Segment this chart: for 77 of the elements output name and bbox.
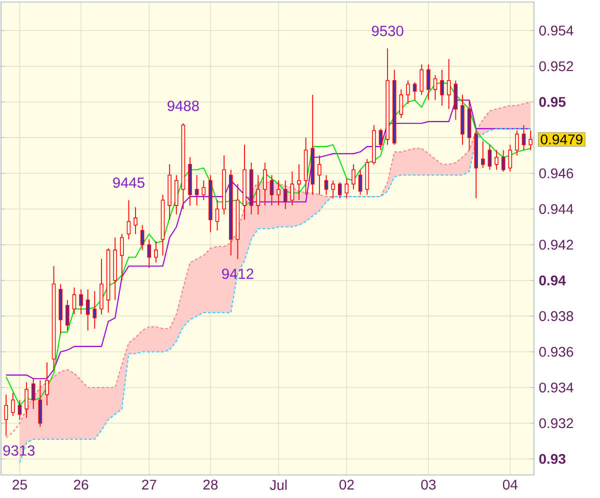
x-tick-label: 26: [74, 480, 88, 490]
candlestick: [24, 382, 28, 418]
candlestick: [140, 224, 144, 251]
y-tick-label: 0.93: [539, 454, 566, 464]
candlestick: [276, 180, 280, 206]
candlestick: [318, 155, 322, 196]
candlestick: [66, 300, 70, 331]
x-tick-label: 04: [502, 480, 518, 490]
annotation: 9488: [168, 100, 199, 112]
x-tick-label: Jul: [270, 480, 287, 490]
candlestick: [433, 74, 438, 101]
candlestick: [194, 174, 199, 206]
candlestick: [412, 82, 417, 101]
x-tick-label: 02: [339, 480, 354, 490]
y-tick-label: 0.954: [539, 26, 574, 36]
candlestick: [338, 182, 342, 199]
candlestick: [147, 238, 152, 268]
candlestick: [420, 64, 424, 96]
candlestick: [406, 80, 410, 104]
candlestick: [215, 200, 220, 231]
candlestick: [154, 240, 158, 264]
y-tick-label: 0.942: [539, 240, 574, 250]
y-tick-label: 0.94: [539, 275, 566, 286]
candlestick: [358, 169, 362, 196]
y-tick-label: 0.936: [539, 346, 574, 357]
candlestick: [515, 130, 519, 156]
candlestick: [508, 144, 512, 172]
candlestick: [440, 69, 444, 106]
candlestick: [18, 400, 22, 420]
candlestick: [331, 180, 335, 199]
candlestick: [270, 174, 274, 206]
y-tick-label: 0.938: [539, 311, 574, 322]
y-tick-label: 0.952: [539, 61, 574, 72]
candlestick: [324, 174, 328, 196]
annotation: 9313: [3, 445, 35, 456]
x-tick-label: 27: [142, 480, 156, 490]
annotation: 9530: [372, 26, 404, 36]
candlestick: [344, 178, 349, 199]
candlestick: [120, 234, 124, 281]
candlestick: [297, 164, 301, 201]
y-tick-label: 0.95: [539, 96, 566, 107]
candlestick: [399, 88, 404, 118]
candlestick: [352, 164, 356, 190]
candlestick: [86, 288, 90, 331]
candlestick: [290, 171, 294, 206]
candlestick: [481, 140, 485, 168]
candlestick: [126, 200, 131, 240]
candlestick: [4, 394, 8, 436]
candlestick: [378, 128, 383, 151]
candlestick: [446, 58, 451, 110]
candlestick: [92, 290, 97, 330]
candlestick: [72, 287, 76, 315]
candlestick: [494, 150, 498, 170]
candlestick: [263, 162, 267, 206]
candlestick: [488, 144, 492, 170]
x-tick-label: 03: [421, 480, 436, 490]
annotation: 9445: [113, 177, 144, 188]
candlestick: [202, 180, 206, 201]
y-tick-label: 0.934: [539, 382, 574, 392]
candlestick: [45, 362, 49, 406]
y-tick-label: 0.932: [539, 418, 574, 428]
candlestick: [38, 380, 42, 428]
x-tick-label: 25: [12, 480, 27, 490]
x-tick-label: 28: [203, 480, 218, 490]
candlestick: [134, 206, 138, 234]
candlestick: [79, 288, 83, 315]
y-tick-label: 0.946: [539, 168, 574, 178]
candlestick: [256, 174, 260, 215]
candlestick: [522, 124, 526, 151]
candlestick: [501, 150, 506, 172]
candlestick: [426, 64, 430, 101]
text: 0.9479: [540, 134, 582, 144]
candlestick: [283, 180, 288, 210]
annotation: 9412: [222, 268, 254, 279]
y-tick-label: 0.944: [539, 204, 574, 214]
candlestick: [31, 378, 36, 410]
candlestick: [11, 392, 15, 417]
